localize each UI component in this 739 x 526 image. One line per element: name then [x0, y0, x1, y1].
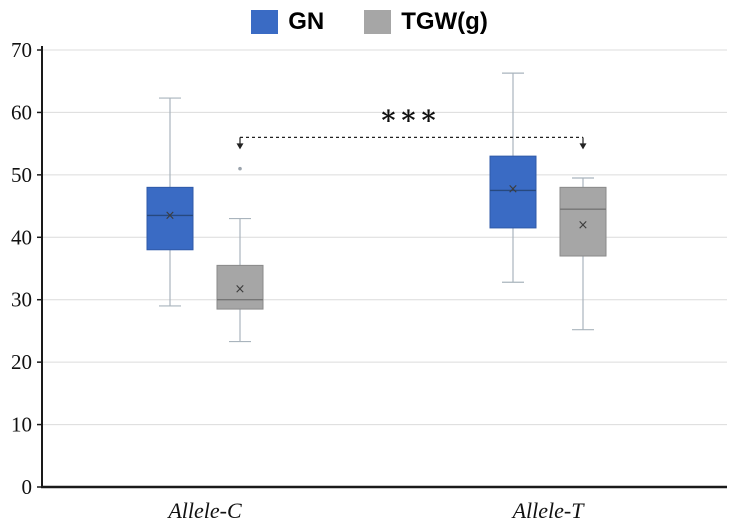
- y-tick-label: 50: [11, 163, 32, 187]
- box-rect: [146, 186, 194, 251]
- outlier-point: [238, 166, 242, 171]
- arrow-down-icon: [579, 143, 587, 150]
- box-rect: [216, 264, 264, 310]
- chart-legend: GN TGW(g): [0, 0, 739, 40]
- x-category-label: Allele-C: [166, 498, 242, 523]
- y-tick-label: 20: [11, 350, 32, 374]
- mean-marker: ×: [165, 208, 176, 223]
- mean-marker: ×: [235, 282, 246, 297]
- boxplot-chart: × × × × 0 10 20 30 40 50 60 70 Allele-C Allele-T ***: [11, 40, 727, 523]
- y-tick-label: 70: [11, 40, 32, 62]
- box-GN-Allele-C: ×: [146, 97, 194, 307]
- box-TGW(g)-Allele-C: ×: [216, 166, 264, 343]
- legend-swatch-tgw: [364, 10, 392, 34]
- y-tick-label: 30: [11, 288, 32, 312]
- mean-marker: ×: [508, 182, 519, 197]
- legend-item-tgw: TGW(g): [364, 10, 488, 34]
- significance-stars: ***: [381, 105, 441, 136]
- arrow-down-icon: [236, 143, 244, 150]
- y-tick-label: 60: [11, 100, 32, 124]
- y-tick-label: 40: [11, 225, 32, 249]
- significance-annotation: ***: [236, 105, 587, 150]
- legend-label-gn: GN: [288, 8, 325, 35]
- x-category-label: Allele-T: [511, 498, 586, 523]
- box-rect: [489, 155, 537, 229]
- y-tick-label: 0: [22, 475, 33, 499]
- legend-label-tgw: TGW(g): [401, 8, 488, 35]
- y-tick-label: 10: [11, 413, 32, 437]
- mean-marker: ×: [578, 218, 589, 233]
- legend-swatch-gn: [251, 10, 279, 34]
- box-GN-Allele-T: ×: [489, 72, 537, 283]
- legend-item-gn: GN: [251, 10, 324, 34]
- box-TGW(g)-Allele-T: ×: [559, 177, 607, 331]
- box-rect: [559, 186, 607, 257]
